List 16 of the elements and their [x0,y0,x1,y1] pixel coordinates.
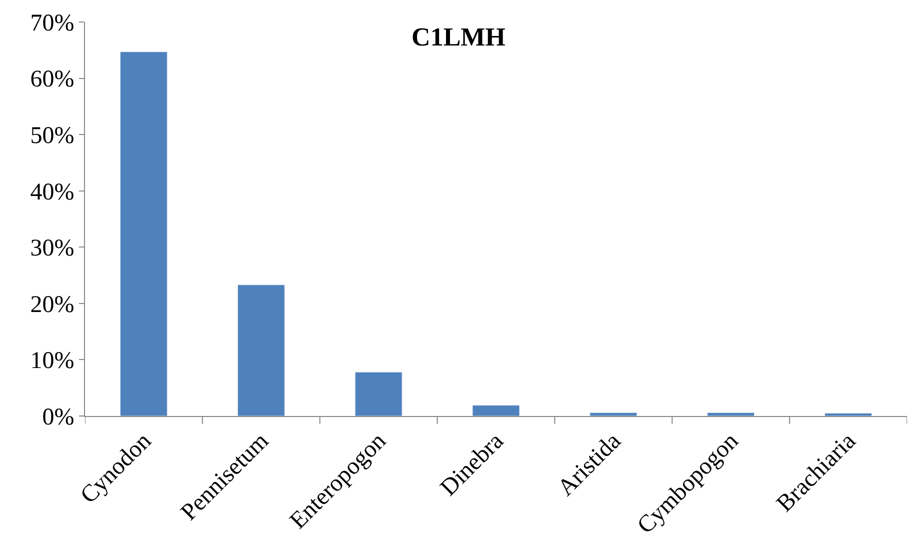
y-tick-label: 10% [30,348,74,374]
bar [472,405,520,416]
bar [120,52,168,416]
y-tick-label: 20% [30,292,74,318]
bar [707,412,755,416]
y-tick-label: 30% [30,236,74,262]
y-tick-label: 60% [30,66,74,93]
chart-title: C1LMH [412,22,506,52]
y-tick-label: 50% [30,122,74,149]
y-tick-label: 70% [30,10,74,36]
y-tick-label: 40% [30,179,74,206]
y-tick-label: 0% [42,404,74,430]
bar [590,412,638,416]
bar [237,284,285,416]
bar [824,412,872,416]
bar [354,372,402,416]
